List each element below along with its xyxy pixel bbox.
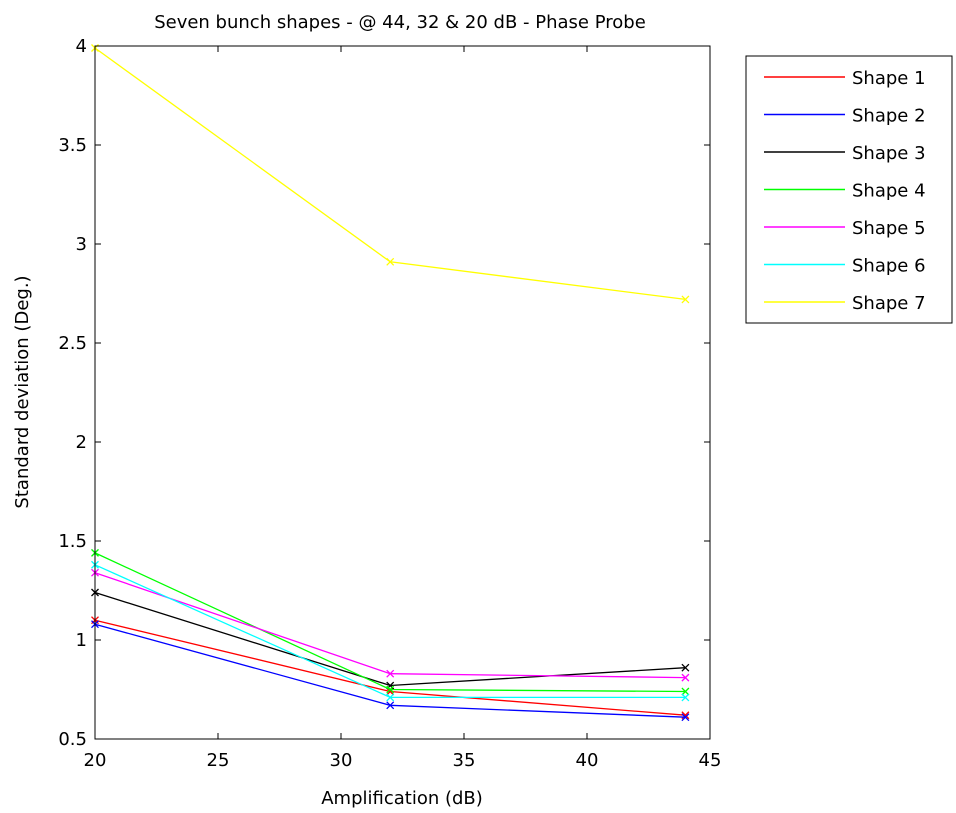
- y-tick-label: 3: [76, 234, 87, 255]
- data-point-shape-6: [681, 693, 690, 702]
- legend-label-shape-1: Shape 1: [852, 68, 926, 89]
- legend-label-shape-3: Shape 3: [852, 143, 926, 164]
- x-tick-label: 25: [207, 750, 230, 771]
- x-axis-label: Amplification (dB): [321, 788, 483, 809]
- x-marker: [386, 685, 395, 694]
- x-marker: [681, 295, 690, 304]
- x-marker: [681, 663, 690, 672]
- data-point-shape-2: [681, 713, 690, 722]
- y-axis-label: Standard deviation (Deg.): [12, 275, 33, 508]
- x-marker: [681, 687, 690, 696]
- chart-legend: Shape 1 Shape 2 Shape 3 Shape 4 Shape 5 Shape…: [745, 55, 953, 324]
- data-point-shape-7: [386, 257, 395, 266]
- x-marker: [681, 713, 690, 722]
- y-tick-label: 1: [76, 630, 87, 651]
- x-marker: [386, 693, 395, 702]
- plot-frame: [94, 45, 711, 740]
- plot-area: [95, 46, 710, 739]
- plot-lines: [91, 44, 690, 722]
- x-marker: [681, 693, 690, 702]
- data-point-shape-4: [681, 687, 690, 696]
- y-tick-label: 0.5: [58, 729, 87, 750]
- legend-label-shape-5: Shape 5: [852, 218, 926, 239]
- x-marker: [386, 701, 395, 710]
- legend-label-shape-4: Shape 4: [852, 181, 926, 202]
- y-tick-label: 2: [76, 432, 87, 453]
- y-tick-label: 1.5: [58, 531, 87, 552]
- data-point-shape-5: [681, 673, 690, 682]
- x-tick-label: 20: [84, 750, 107, 771]
- x-tick-label: 45: [699, 750, 722, 771]
- y-tick-label: 2.5: [58, 333, 87, 354]
- x-marker: [386, 669, 395, 678]
- legend-label-shape-7: Shape 7: [852, 293, 926, 314]
- data-point-shape-6: [386, 693, 395, 702]
- x-tick-label: 30: [330, 750, 353, 771]
- legend-label-shape-2: Shape 2: [852, 106, 926, 127]
- y-tick-label: 3.5: [58, 135, 87, 156]
- x-tick-label: 40: [576, 750, 599, 771]
- chart-title: Seven bunch shapes - @ 44, 32 & 20 dB - …: [154, 12, 646, 33]
- legend-label-shape-6: Shape 6: [852, 256, 926, 277]
- axis-ticks: 20 25 30 35 40 45 0.5 1 1.5 2 2.5 3 3.5 4: [58, 36, 721, 771]
- x-marker: [386, 257, 395, 266]
- y-tick-label: 4: [76, 36, 87, 57]
- x-tick-label: 35: [453, 750, 476, 771]
- data-point-shape-2: [386, 701, 395, 710]
- data-point-shape-7: [681, 295, 690, 304]
- data-point-shape-5: [386, 669, 395, 678]
- x-marker: [681, 673, 690, 682]
- data-point-shape-4: [386, 685, 395, 694]
- data-point-shape-3: [681, 663, 690, 672]
